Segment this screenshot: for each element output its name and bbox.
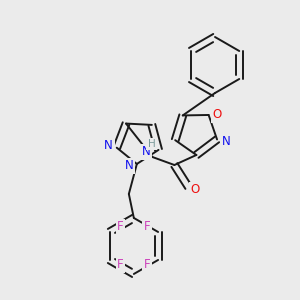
Text: O: O [191, 184, 200, 196]
Text: F: F [144, 220, 150, 233]
Text: N: N [124, 160, 133, 172]
Text: N: N [104, 139, 113, 152]
Text: H: H [148, 139, 155, 149]
Text: F: F [117, 220, 124, 233]
Text: O: O [212, 109, 221, 122]
Text: N: N [222, 135, 230, 148]
Text: N: N [142, 146, 151, 158]
Text: F: F [117, 259, 124, 272]
Text: F: F [144, 259, 150, 272]
